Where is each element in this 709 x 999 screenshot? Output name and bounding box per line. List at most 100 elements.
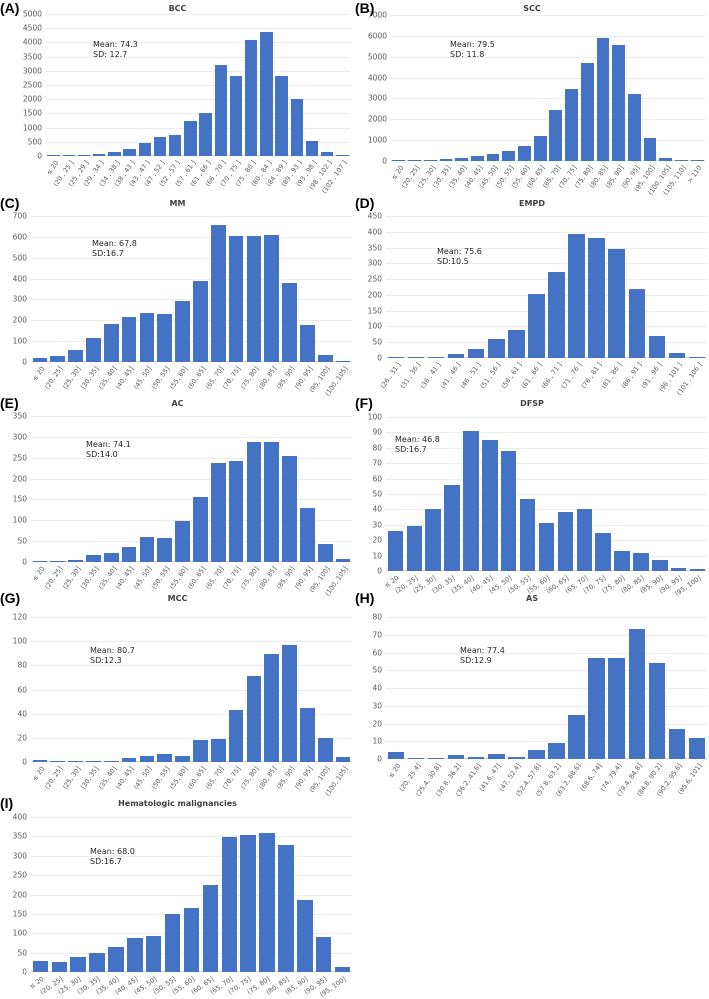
histogram-bar xyxy=(210,462,226,562)
chart-panel-e: (E) AC 0 50 100 150 200 250 300 350 ≤ 20 (20, 25] (2… xyxy=(0,395,355,597)
sd-label: SD:12.3 xyxy=(90,656,122,665)
histogram-bar xyxy=(427,758,445,759)
histogram-bar xyxy=(282,644,297,762)
plot-area: 0 50 100 150 200 250 300 350 ≤ 20 (20, 25] (25, 30… xyxy=(13,412,352,597)
histogram-bar xyxy=(214,64,228,156)
y-axis-tick: 350 xyxy=(12,831,27,841)
histogram-bar xyxy=(659,157,673,161)
histogram-bar xyxy=(47,155,60,156)
gridline xyxy=(31,341,352,343)
histogram-bar xyxy=(628,288,645,358)
histogram-bar xyxy=(297,899,313,972)
histogram-bar xyxy=(246,676,262,762)
gridline xyxy=(386,279,707,281)
histogram-bar xyxy=(183,908,200,972)
gridline xyxy=(386,652,707,654)
histogram-bar xyxy=(68,560,83,562)
histogram-bar xyxy=(425,509,441,571)
histogram-bar xyxy=(228,236,244,362)
histogram-bar xyxy=(264,654,280,762)
chart-title: Hematologic malignancies xyxy=(118,799,237,808)
y-axis-tick: 40 xyxy=(17,709,27,719)
sd-label: SD:14.0 xyxy=(86,450,118,459)
histogram-bar xyxy=(688,357,706,358)
histogram-bar xyxy=(229,75,243,156)
histogram-bar xyxy=(557,512,574,571)
histogram-bar xyxy=(202,885,219,972)
gridline xyxy=(391,77,705,79)
y-axis-tick: 350 xyxy=(12,411,27,421)
histogram-bar xyxy=(614,550,630,571)
histogram-bar xyxy=(407,758,425,759)
y-axis-tick: 450 xyxy=(367,211,382,221)
histogram-bar xyxy=(51,962,68,972)
histogram-bar xyxy=(86,760,101,762)
histogram-bar xyxy=(300,707,315,762)
gridline xyxy=(46,56,350,58)
y-axis-tick: 150 xyxy=(12,909,27,919)
histogram-bar xyxy=(184,120,197,156)
histogram-bar xyxy=(121,758,137,762)
y-axis-tick: 3500 xyxy=(22,52,42,62)
x-axis-tick: > 110 xyxy=(685,164,704,185)
histogram-bar xyxy=(500,450,517,571)
histogram-bar xyxy=(548,743,565,759)
histogram-bar xyxy=(77,154,91,156)
panel-label: (I) xyxy=(0,795,14,811)
gridline xyxy=(46,127,350,129)
histogram-bar xyxy=(103,324,119,362)
histogram-bar xyxy=(549,109,563,161)
y-axis-tick: 200 xyxy=(12,315,27,325)
histogram-bar xyxy=(199,112,212,156)
histogram-bar xyxy=(652,560,668,571)
y-axis-tick: 2000 xyxy=(22,94,42,104)
y-axis-tick: 400 xyxy=(12,274,27,284)
gridline xyxy=(386,494,707,495)
histogram-bar xyxy=(335,757,351,762)
sd-label: SD:16.7 xyxy=(92,249,124,258)
gridline xyxy=(386,705,707,707)
y-axis-tick: 80 xyxy=(372,443,382,453)
histogram-bar xyxy=(175,520,190,562)
histogram-bar xyxy=(103,552,119,562)
histogram-bar xyxy=(528,750,545,759)
histogram-bar xyxy=(528,294,545,358)
gridline xyxy=(31,520,352,522)
y-axis-tick: 0 xyxy=(37,151,42,161)
gridline xyxy=(31,278,352,280)
plot-area: 0 10 20 30 40 50 60 70 80 ≤ 20 (20, 25.4] (25.4, 30… xyxy=(372,613,707,798)
panel-label: (D) xyxy=(355,195,375,211)
chart-title: AC xyxy=(171,399,184,408)
histogram-bar xyxy=(334,966,351,972)
gridline xyxy=(31,894,352,896)
y-axis-tick: 200 xyxy=(12,890,27,899)
chart-panel-a: (A) BCC 0 500 1000 1500 2000 2500 3000 3500 4000 45… xyxy=(0,0,355,195)
histogram-bar xyxy=(596,37,610,161)
panel-label: (G) xyxy=(0,590,21,606)
histogram-bar xyxy=(486,153,500,161)
y-axis-tick: 50 xyxy=(17,536,27,546)
stats-annotation: Mean: 74.1 SD:14.0 xyxy=(86,440,131,460)
histogram-bar xyxy=(588,237,605,358)
histogram-bar xyxy=(643,138,657,161)
histogram-bar xyxy=(317,737,333,762)
histogram-bar xyxy=(290,99,304,156)
chart-panel-g: (G) MCC 0 20 40 60 80 100 120 ≤ 20 (20, 25] (25, 30… xyxy=(0,590,355,797)
y-axis-tick: 4000 xyxy=(367,73,387,83)
y-axis-tick: 40 xyxy=(372,504,382,514)
y-axis-tick: 300 xyxy=(12,432,27,442)
histogram-bar xyxy=(447,354,465,358)
histogram-bar xyxy=(168,134,182,156)
y-axis-tick: 2000 xyxy=(367,114,387,124)
histogram-bar xyxy=(519,498,536,571)
histogram-bar xyxy=(32,759,48,762)
histogram-bar xyxy=(228,710,244,762)
histogram-bar xyxy=(121,316,137,362)
gridline xyxy=(391,15,705,16)
histogram-bar xyxy=(123,149,136,156)
y-axis-tick: 1000 xyxy=(22,123,42,133)
gridline xyxy=(386,617,707,618)
gridline xyxy=(31,436,352,438)
histogram-bar xyxy=(275,76,288,156)
y-axis-tick: 500 xyxy=(27,137,42,147)
